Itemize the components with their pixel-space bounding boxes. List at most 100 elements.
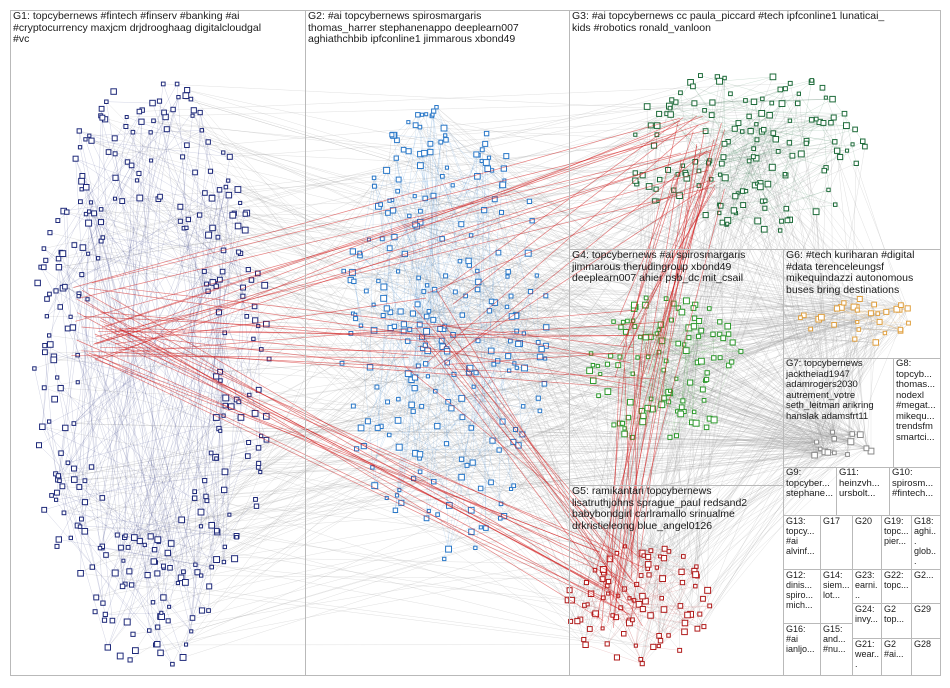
node-G2 [380, 313, 386, 318]
edge [182, 156, 202, 513]
edge [377, 427, 684, 557]
edge [711, 179, 763, 202]
group-label-G3: G3: #ai topcybernews cc paula_piccard #t… [572, 10, 885, 34]
node-G1 [41, 246, 47, 251]
node-G1 [253, 497, 258, 502]
node-G1 [184, 142, 190, 148]
node-G1 [124, 159, 131, 165]
edge [155, 214, 246, 563]
node-G1 [234, 186, 242, 193]
node-G1 [68, 314, 73, 319]
node-G3 [819, 84, 826, 91]
edge [818, 319, 829, 453]
edge [160, 558, 445, 654]
edge [681, 304, 696, 408]
node-G3 [812, 208, 820, 216]
edge [79, 486, 158, 540]
edge [127, 457, 216, 548]
edge [374, 176, 478, 187]
node-G3 [743, 98, 748, 103]
edge [658, 195, 680, 647]
edge [643, 220, 788, 417]
edge [699, 309, 900, 322]
edge [122, 287, 244, 587]
node-G2 [457, 258, 463, 264]
edge [114, 198, 901, 330]
edge [149, 441, 851, 631]
edge [647, 224, 727, 557]
edge [620, 336, 651, 608]
edge [538, 342, 835, 439]
node-G3 [762, 205, 768, 211]
node-G3 [782, 86, 788, 92]
edge [369, 177, 375, 368]
edge [823, 122, 829, 190]
node-G1 [109, 617, 116, 624]
edge [401, 447, 867, 504]
edge [423, 195, 736, 292]
edge [168, 371, 221, 607]
node-G1 [104, 644, 111, 651]
edge [769, 115, 773, 168]
edge [63, 240, 102, 513]
node-G1 [81, 528, 89, 535]
edge [656, 567, 660, 636]
node-G1 [100, 600, 106, 606]
edge [392, 127, 421, 211]
edge [455, 291, 860, 300]
edge [629, 336, 699, 621]
node-G1 [184, 225, 189, 230]
edge [85, 213, 620, 424]
edge [461, 421, 503, 478]
node-G1 [221, 559, 227, 565]
edge [727, 175, 786, 224]
edge [636, 183, 647, 298]
edge [216, 441, 851, 459]
edge [656, 311, 887, 568]
edge [49, 237, 103, 295]
node-G1 [54, 497, 59, 502]
node-G1 [157, 193, 163, 200]
edge [670, 80, 812, 115]
edge [642, 421, 821, 450]
edge [498, 252, 851, 442]
edge [129, 329, 859, 572]
edge [690, 306, 855, 383]
node-G2 [357, 424, 365, 432]
group-label-G8: G8: topcyb... thomas... nodexl #megat...… [896, 358, 936, 443]
node-G1 [184, 642, 189, 647]
edge [426, 111, 434, 519]
group-box-G3: G3: #ai topcybernews cc paula_piccard #t… [569, 10, 941, 250]
node-G2 [366, 364, 374, 371]
node-G1 [150, 558, 158, 565]
edge [680, 350, 687, 415]
node-G1 [99, 495, 106, 501]
node-G2 [444, 165, 449, 170]
node-G1 [54, 543, 60, 549]
edge [640, 336, 741, 352]
node-G3 [797, 150, 805, 158]
node-G2 [378, 202, 383, 207]
node-G2 [411, 385, 418, 392]
node-G1 [119, 198, 126, 204]
node-G1 [177, 218, 183, 224]
node-G1 [76, 128, 82, 134]
edge [77, 355, 184, 658]
edge [91, 132, 151, 468]
edge [238, 401, 828, 453]
edge [433, 195, 710, 419]
node-G1 [55, 536, 62, 543]
edge [499, 318, 819, 451]
edge [478, 134, 658, 283]
edge [105, 554, 569, 601]
edge [220, 430, 861, 435]
edge [707, 418, 710, 591]
edge [847, 313, 872, 455]
edge [389, 247, 853, 435]
edge [461, 252, 499, 478]
node-G3 [862, 143, 868, 150]
node-G1 [44, 314, 50, 319]
edge [261, 321, 858, 350]
edge [623, 454, 848, 634]
edge [75, 158, 233, 216]
